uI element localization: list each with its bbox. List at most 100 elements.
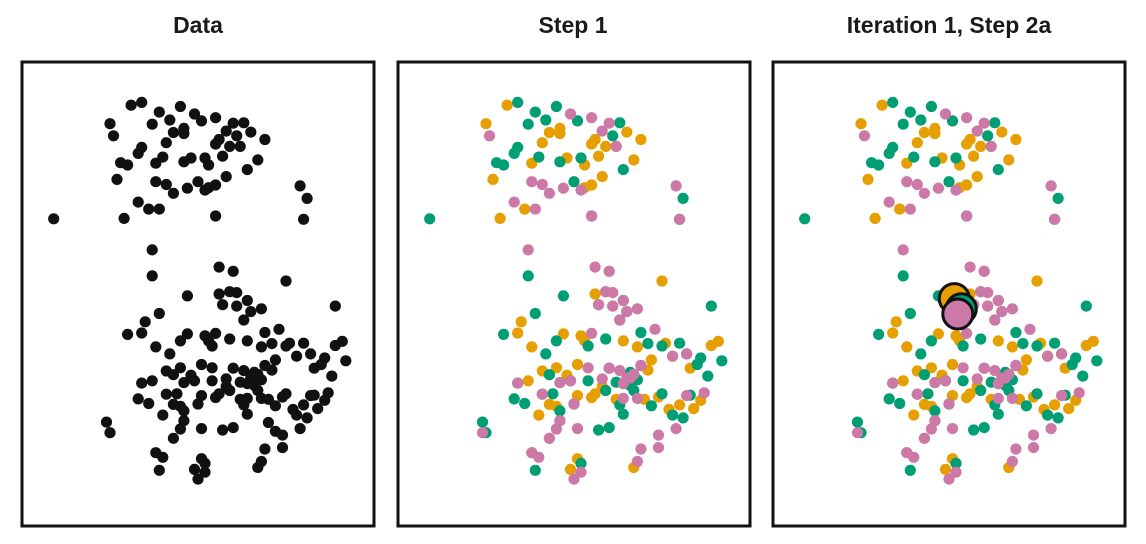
data-point-pink <box>575 466 587 478</box>
data-point-pink <box>670 180 682 192</box>
data-point-black <box>174 362 186 374</box>
data-point-green <box>1020 400 1032 412</box>
data-point-black <box>178 377 190 389</box>
data-point-black <box>171 388 183 400</box>
data-point-green <box>897 270 909 282</box>
data-point-pink <box>1006 392 1018 404</box>
data-point-pink <box>992 392 1004 404</box>
data-point-black <box>146 244 158 256</box>
data-point-pink <box>943 473 955 485</box>
data-point-pink <box>617 392 629 404</box>
data-point-black <box>301 192 313 204</box>
data-point-pink <box>476 427 489 439</box>
data-point-green <box>498 328 510 340</box>
data-point-pink <box>1006 455 1018 468</box>
data-point-black <box>167 432 179 444</box>
data-point-black <box>227 362 239 374</box>
data-point-green <box>705 300 717 312</box>
data-point-black <box>280 275 292 287</box>
data-point-black <box>291 409 303 421</box>
data-point-pink <box>526 176 538 188</box>
data-point-green <box>547 388 559 400</box>
data-point-pink <box>649 323 661 335</box>
data-point-orange <box>1063 403 1075 415</box>
data-point-pink <box>631 455 643 468</box>
data-point-black <box>273 323 285 335</box>
data-point-black <box>291 350 303 362</box>
data-point-black <box>305 390 317 402</box>
data-point-pink <box>652 429 665 441</box>
data-point-orange <box>901 341 913 353</box>
data-point-black <box>132 196 144 208</box>
data-point-orange <box>996 126 1008 138</box>
data-point-pink <box>607 300 619 312</box>
data-point-pink <box>961 112 973 124</box>
data-point-pink <box>943 398 955 410</box>
data-point-pink <box>593 299 605 311</box>
data-point-black <box>210 391 222 404</box>
data-point-black <box>153 464 165 476</box>
data-point-green <box>975 333 987 345</box>
data-point-green <box>799 213 811 225</box>
data-point-black <box>238 365 250 377</box>
data-point-green <box>519 397 531 410</box>
data-point-black <box>312 403 324 415</box>
data-point-black <box>188 463 201 475</box>
data-point-green <box>904 307 916 320</box>
data-point-black <box>238 314 250 326</box>
data-point-black <box>298 399 310 411</box>
data-point-orange <box>1006 341 1018 353</box>
data-point-orange <box>911 137 923 149</box>
data-point-black <box>227 265 239 277</box>
data-point-orange <box>946 390 959 402</box>
data-point-green <box>603 422 615 434</box>
data-point-orange <box>494 212 506 224</box>
data-point-orange <box>596 171 608 183</box>
data-point-black <box>111 173 123 185</box>
data-point-pink <box>1010 443 1022 455</box>
data-point-black <box>326 370 338 382</box>
data-point-black <box>231 130 243 142</box>
data-point-green <box>575 152 587 164</box>
data-point-green <box>1080 300 1092 312</box>
data-point-green <box>614 117 626 129</box>
data-point-black <box>276 429 289 441</box>
data-point-pink <box>918 187 930 199</box>
data-point-orange <box>968 150 980 162</box>
data-point-pink <box>631 392 643 404</box>
data-point-black <box>220 171 232 183</box>
data-point-green <box>716 355 728 367</box>
data-point-pink <box>667 350 679 362</box>
data-point-pink <box>1027 442 1040 454</box>
data-point-black <box>195 390 208 402</box>
data-point-black <box>153 106 165 118</box>
data-point-green <box>667 409 679 421</box>
data-point-black <box>195 358 208 371</box>
data-point-green <box>571 115 584 127</box>
data-point-black <box>146 270 158 282</box>
data-point-orange <box>656 275 668 287</box>
data-point-black <box>319 352 331 364</box>
plot-frame <box>20 60 376 528</box>
data-point-orange <box>617 335 629 347</box>
data-point-orange <box>589 133 601 146</box>
data-point-black <box>280 388 292 400</box>
data-point-black <box>220 125 232 137</box>
data-point-pink <box>961 327 973 339</box>
data-point-black <box>160 178 172 191</box>
data-point-orange <box>894 203 906 215</box>
data-point-black <box>305 348 317 360</box>
data-point-black <box>185 152 197 164</box>
data-point-green <box>529 307 541 320</box>
data-point-orange <box>961 179 973 191</box>
data-point-orange <box>554 122 566 134</box>
data-point-black <box>206 375 218 387</box>
data-point-black <box>164 114 176 126</box>
panel-title-data: Data <box>173 12 223 38</box>
data-point-black <box>100 416 113 428</box>
data-point-black <box>206 362 218 374</box>
data-point-green <box>508 393 520 405</box>
data-point-pink <box>596 125 608 137</box>
panel-title-step-1: Step 1 <box>538 12 608 38</box>
data-point-black <box>192 473 204 485</box>
